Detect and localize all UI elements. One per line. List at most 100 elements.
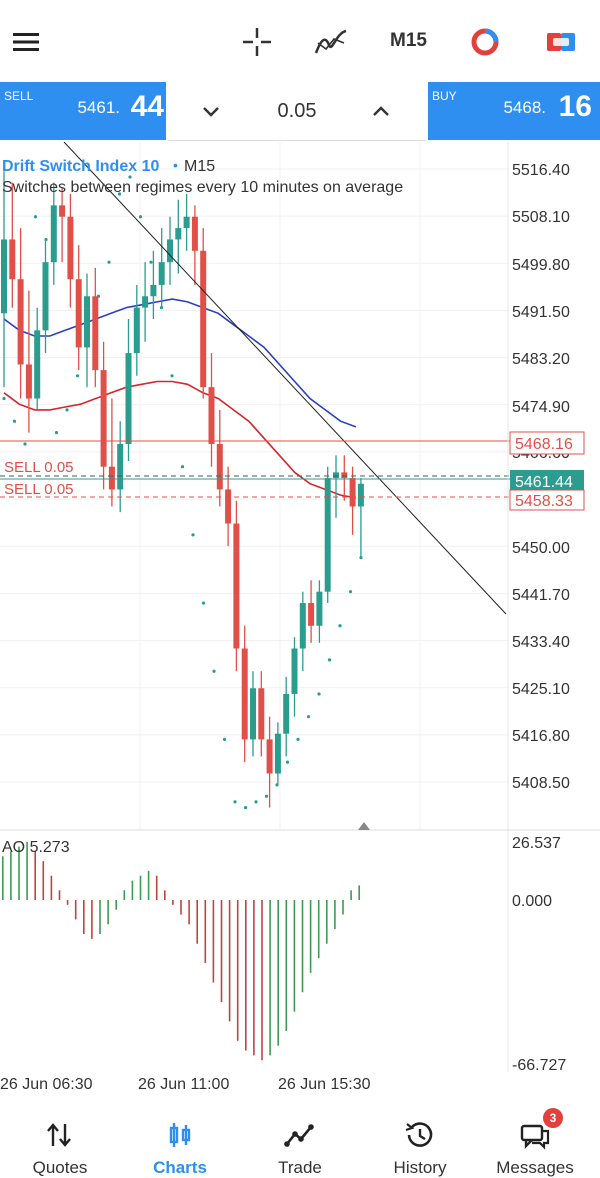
sar-dot — [212, 669, 216, 673]
sar-dot — [149, 260, 153, 264]
ao-bar — [245, 900, 247, 1051]
ao-bar — [172, 900, 174, 905]
trendline[interactable] — [63, 141, 507, 615]
ao-bar — [293, 900, 296, 1012]
moving-average-blue — [3, 298, 357, 428]
ask-price-box — [509, 431, 585, 455]
ao-bar — [2, 856, 4, 900]
candle-body — [357, 483, 364, 507]
candle-body — [9, 239, 16, 280]
candle-body — [92, 296, 99, 371]
candle-body — [17, 279, 24, 365]
chart-shift-marker[interactable] — [358, 822, 370, 830]
nav-trade[interactable]: Trade — [240, 1098, 360, 1178]
candle-body — [208, 387, 215, 444]
volume-control: 0.05 — [168, 82, 426, 141]
bid-price-box — [510, 470, 584, 492]
crosshair-icon[interactable] — [237, 22, 277, 62]
candle-body — [291, 648, 298, 694]
candle-body — [349, 478, 356, 507]
bottom-navigation: Quotes Charts Trade History 3 Me — [0, 1098, 600, 1178]
candle-body — [142, 296, 149, 308]
ask-price-label: 5468.16 — [515, 436, 573, 453]
sar-dot — [180, 465, 185, 469]
ao-bar — [309, 900, 312, 973]
ao-bar — [50, 875, 53, 900]
price-tick: 5408.50 — [512, 775, 570, 792]
ao-bar — [99, 900, 101, 934]
moving-average-red — [3, 380, 357, 499]
sar-dot — [170, 374, 174, 378]
sar-dot — [65, 408, 69, 412]
candle-body — [308, 603, 315, 626]
nav-charts[interactable]: Charts — [120, 1098, 240, 1178]
ao-bar — [188, 900, 190, 925]
indicators-icon[interactable] — [311, 22, 351, 62]
sell-button[interactable]: SELL 5461. 44 — [0, 82, 166, 140]
ao-bar — [131, 880, 134, 900]
color-scheme-icon[interactable] — [465, 22, 505, 62]
trade-icon — [284, 1124, 314, 1147]
candle-body — [266, 739, 273, 774]
candle-body — [283, 693, 290, 734]
order-label-1[interactable]: SELL 0.05 — [4, 459, 74, 476]
one-click-trading-icon[interactable] — [541, 22, 581, 62]
ao-bar — [269, 900, 271, 1056]
ao-tick: -66.727 — [512, 1057, 566, 1072]
volume-value[interactable]: 0.05 — [277, 100, 317, 122]
price-tick: 5499.80 — [512, 257, 570, 274]
sar-dot — [201, 601, 206, 605]
chart-area[interactable]: Drift Switch Index 10 • M15 Switches bet… — [0, 141, 600, 1074]
candle-body — [25, 364, 32, 399]
symbol-bullet: • — [173, 157, 178, 173]
candle-body — [75, 279, 82, 348]
sar-dot — [33, 215, 38, 219]
chevron-down-icon[interactable] — [196, 96, 226, 126]
nav-label: Trade — [278, 1158, 322, 1177]
candle-body — [333, 472, 339, 479]
candle-body — [117, 443, 124, 490]
charts-icon — [169, 1123, 191, 1147]
ao-bar — [123, 890, 126, 900]
sar-dot — [306, 715, 311, 719]
sar-dot — [285, 760, 290, 764]
candle-body — [50, 205, 57, 263]
ao-bar — [317, 900, 320, 959]
buy-price-main: 5468. — [503, 98, 546, 117]
nav-messages[interactable]: 3 Messages — [475, 1098, 595, 1178]
candle-body — [225, 489, 232, 524]
ao-bar — [42, 861, 45, 900]
hamburger-menu-icon[interactable] — [6, 22, 46, 62]
buy-button[interactable]: BUY 5468. 16 — [428, 82, 600, 140]
price-tick: 5483.20 — [512, 351, 570, 368]
unread-badge: 3 — [543, 1108, 563, 1128]
price-tick: 5450.00 — [512, 540, 570, 557]
messages-icon — [520, 1124, 550, 1150]
ao-bar — [74, 900, 77, 920]
top-toolbar: M15 — [0, 0, 600, 82]
sar-dot — [296, 737, 300, 741]
time-label: 26 Jun 15:30 — [278, 1076, 371, 1093]
chevron-up-icon[interactable] — [366, 96, 396, 126]
price-tick: 5474.90 — [512, 399, 570, 416]
candle-body — [108, 466, 115, 490]
candle-body — [200, 250, 207, 388]
price-chart[interactable]: Drift Switch Index 10 • M15 Switches bet… — [0, 141, 600, 1074]
nav-quotes[interactable]: Quotes — [0, 1098, 120, 1178]
buy-tag: BUY — [432, 89, 457, 103]
price-tick: 5508.10 — [512, 209, 570, 226]
candle-body — [216, 443, 223, 490]
price-tick: 5416.80 — [512, 728, 570, 745]
price-tick: 5491.50 — [512, 304, 570, 321]
ao-bar — [301, 900, 304, 993]
sar-dot — [138, 215, 143, 219]
quotes-icon — [47, 1123, 71, 1147]
order-label-2[interactable]: SELL 0.05 — [4, 481, 74, 498]
ao-bar — [220, 900, 223, 1002]
timeframe-button[interactable]: M15 — [390, 30, 427, 51]
sar-dot — [75, 374, 80, 378]
nav-history[interactable]: History — [360, 1098, 480, 1178]
history-icon — [405, 1122, 433, 1147]
ao-bar — [358, 885, 360, 900]
candle-body — [125, 353, 132, 444]
